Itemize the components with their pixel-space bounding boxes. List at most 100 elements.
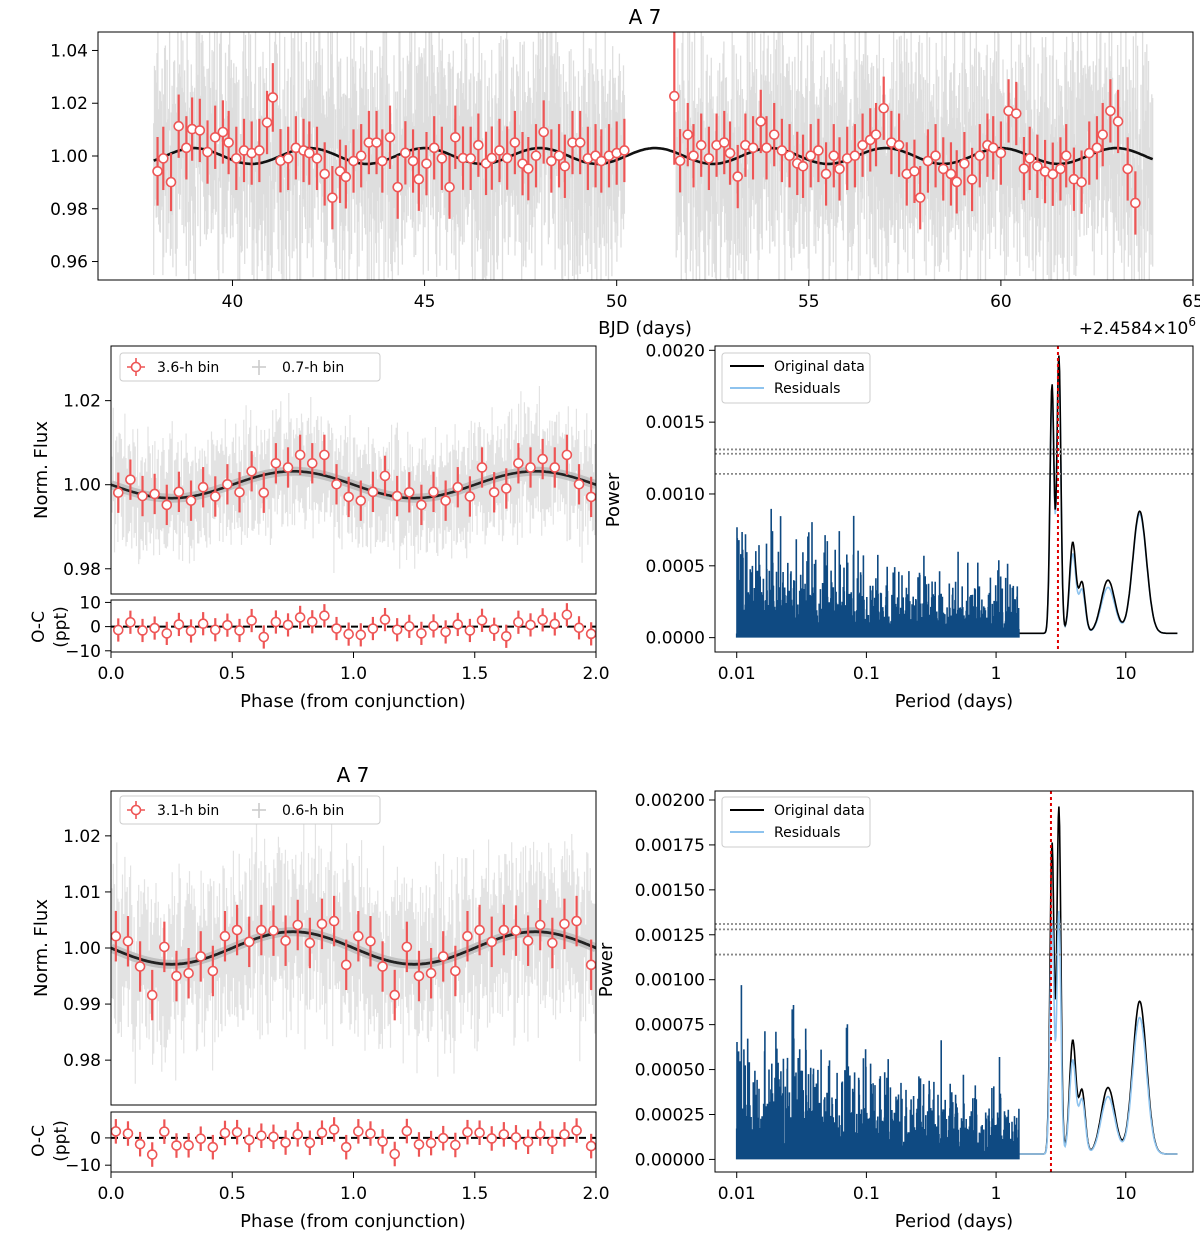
phase-lower-bin-marker	[207, 965, 219, 977]
phase-upper-bin-point	[403, 472, 415, 513]
phase-lower-bin-point	[486, 916, 498, 968]
phase-upper-residual-marker	[391, 624, 403, 636]
periodogram-lower-axes-frame	[714, 790, 1194, 1173]
phase-upper-residual-marker	[367, 623, 379, 634]
phase-lower-residual-point	[304, 1130, 316, 1156]
phase-upper-x-tick-label: 0.0	[97, 664, 124, 684]
timeseries-bin-point	[473, 113, 484, 177]
periodogram-lower-y-tick-label: 0.00100	[635, 971, 705, 991]
phase-lower-residual-point	[195, 1126, 207, 1151]
periodogram-lower-y-tick-label: 0.00200	[635, 791, 705, 811]
phase-lower-residual-marker	[425, 1137, 437, 1149]
phase-upper-bin-point	[573, 464, 585, 505]
phase-upper-bin-point	[440, 480, 451, 521]
periodogram-lower-x-tick-label: 0.01	[718, 1184, 756, 1204]
phase-upper-bin-marker	[379, 470, 391, 482]
phase-upper-x-tick-label: 0.5	[219, 664, 246, 684]
timeseries-bin-point	[974, 124, 986, 188]
timeseries-bin-point	[776, 118, 788, 183]
phase-upper-residual-point	[137, 618, 148, 643]
phase-upper-bin-marker	[125, 474, 136, 485]
phase-lower-residual-marker	[401, 1125, 413, 1137]
phase-upper-residual-marker	[403, 621, 415, 632]
periodogram-lower-x-tick-label: 0.1	[853, 1184, 880, 1204]
phase-upper-bin-point	[561, 434, 573, 476]
phase-upper-residual-marker	[440, 626, 451, 638]
phase-lower-bin-marker	[195, 951, 207, 962]
phase-lower-residual-marker	[243, 1134, 255, 1146]
timeseries-bin-marker	[384, 131, 396, 143]
phase-lower-residual-marker	[353, 1126, 364, 1137]
phase-upper-residual-marker	[573, 622, 585, 634]
phase-lower-bin-marker	[304, 937, 316, 949]
phase-upper-residual-plot-area	[111, 603, 596, 649]
phase-lower-y-ticks: 0.98 0.99 1.00 1.01 1.02	[63, 827, 111, 1071]
periodogram-lower-residuals-line	[1017, 910, 1178, 1155]
phase-lower-residual-marker	[462, 1126, 473, 1138]
timeseries-bin-marker	[776, 145, 788, 156]
periodogram-lower-plot-area	[715, 791, 1193, 1172]
phase-upper-bin-marker	[367, 486, 379, 498]
timeseries-bin-marker	[688, 150, 699, 162]
periodogram-upper-y-tick-label: 0.0005	[646, 557, 705, 577]
phase-lower-residual-point	[425, 1130, 437, 1156]
phase-upper-bin-marker	[561, 449, 573, 461]
phase-lower-bin-point	[462, 910, 473, 962]
timeseries-bin-point	[348, 129, 359, 193]
phase-lower-bin-marker	[474, 924, 485, 936]
timeseries-bin-point	[1112, 89, 1124, 154]
phase-upper-bin-point	[379, 455, 391, 497]
timeseries-bin-point	[951, 150, 963, 214]
phase-upper-residual-y-unit: (ppt)	[51, 606, 71, 648]
phase-upper-residual-y-label: O-C	[29, 611, 49, 643]
timeseries-bin-marker	[486, 152, 498, 164]
timeseries-bin-point	[1032, 134, 1043, 198]
phase-upper-residual-point	[161, 621, 173, 645]
periodogram-upper-legend: Original data Residuals	[721, 352, 871, 404]
phase-upper-bin-point	[234, 472, 245, 513]
phase-lower-bin-marker	[183, 967, 194, 979]
phase-lower-residual-marker	[183, 1139, 194, 1151]
phase-upper-bin-marker	[282, 462, 294, 473]
periodogram-lower-x-ticks: 0.01 0.1 1 10	[718, 1172, 1137, 1204]
timeseries-bin-point	[246, 121, 257, 185]
timeseries-bin-marker	[784, 150, 795, 162]
phase-lower-residual-point	[292, 1122, 304, 1147]
phase-lower-bin-marker	[268, 925, 279, 936]
timeseries-bin-point	[436, 126, 448, 191]
phase-upper-bin-point	[209, 476, 221, 517]
timeseries-bin-marker	[732, 171, 744, 182]
phase-lower-bin-marker	[401, 941, 413, 953]
phase-lower-residual-marker	[377, 1136, 388, 1147]
phase-upper-residual-marker	[561, 609, 573, 621]
phase-upper-legend-box	[119, 352, 381, 382]
phase-lower-bin-point	[256, 904, 267, 956]
timeseries-bin-point	[922, 129, 934, 193]
phase-lower-bin-point	[195, 931, 207, 982]
phase-upper-residual-point	[234, 618, 245, 643]
timeseries-bin-marker	[181, 142, 192, 154]
timeseries-bin-marker	[674, 155, 686, 167]
phase-upper-bin-point	[294, 434, 306, 476]
timeseries-bin-marker	[813, 145, 824, 156]
timeseries-bin-marker	[987, 142, 999, 154]
timeseries-bin-point	[152, 137, 163, 206]
timeseries-bin-point	[509, 110, 521, 175]
phase-upper-bin-marker	[306, 457, 318, 469]
phase-lower-bin-marker	[111, 930, 122, 942]
timeseries-bin-marker	[194, 125, 206, 136]
phase-lower-residual-marker	[292, 1129, 304, 1140]
timeseries-bin-point	[784, 124, 795, 188]
phase-lower-x-tick-label: 0.5	[219, 1184, 246, 1204]
timeseries-x-ticks: 40 45 50 55 60 65	[222, 280, 1200, 312]
timeseries-bin-marker	[377, 155, 388, 167]
timeseries-bin-marker	[1060, 150, 1072, 162]
phase-lower-residual-marker	[486, 1133, 498, 1144]
timeseries-bin-marker	[937, 163, 949, 175]
timeseries-bin-point	[319, 142, 330, 206]
phase-lower-x-tick-label: 2.0	[582, 1184, 609, 1204]
timeseries-bin-point	[987, 116, 999, 180]
timeseries-bin-point	[1083, 121, 1095, 185]
phase-lower-legend: 3.1-h bin 0.6-h bin	[119, 795, 381, 825]
timeseries-bin-point	[669, 32, 680, 165]
